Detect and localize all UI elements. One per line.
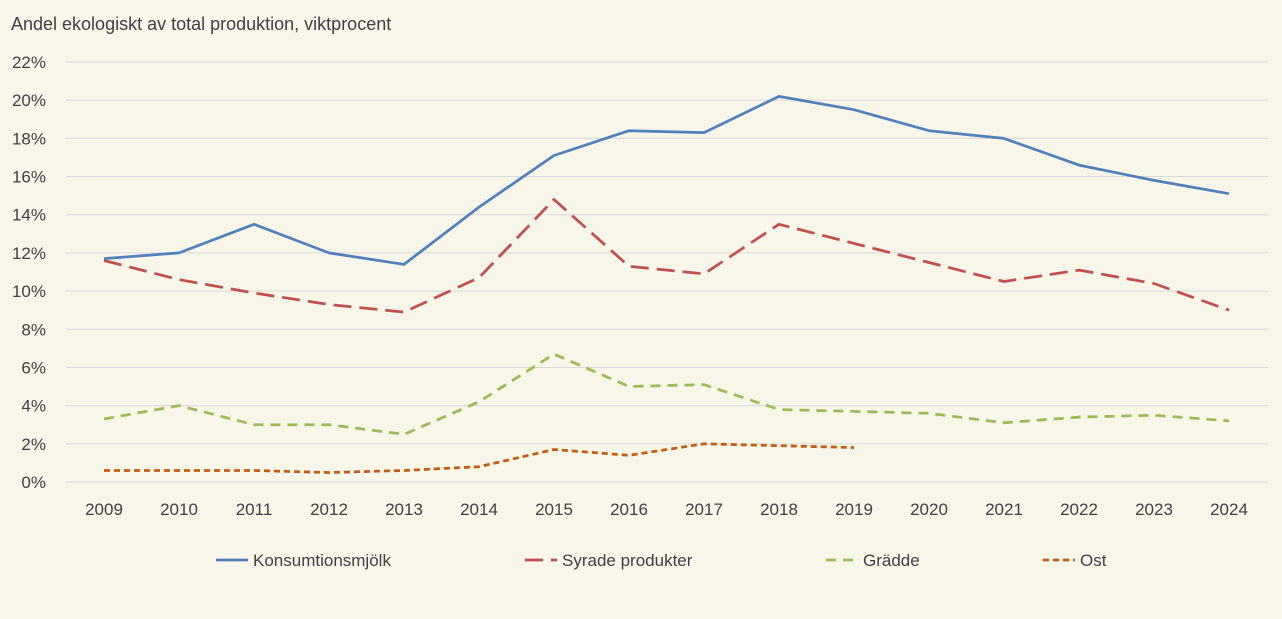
legend-label: Ost (1080, 551, 1107, 570)
y-tick-label: 10% (12, 282, 46, 301)
series-line-syrade-produkter (103, 198, 1230, 314)
series-line-konsumtionsmj-lk (103, 95, 1230, 266)
series-line-ost (104, 442, 855, 474)
y-tick-label: 12% (12, 244, 46, 263)
x-tick-label: 2024 (1210, 500, 1248, 519)
y-tick-label: 6% (21, 358, 46, 377)
legend-label: Konsumtionsmjölk (253, 551, 391, 570)
gridlines (66, 61, 1268, 483)
x-tick-label: 2017 (685, 500, 723, 519)
chart-title: Andel ekologiskt av total produktion, vi… (11, 14, 392, 34)
y-tick-label: 8% (21, 320, 46, 339)
y-tick-label: 2% (21, 435, 46, 454)
x-tick-label: 2013 (385, 500, 423, 519)
series-line-gr-dde (103, 352, 1230, 436)
y-tick-label: 22% (12, 53, 46, 72)
x-tick-label: 2011 (236, 500, 273, 519)
y-tick-label: 0% (21, 473, 46, 492)
x-tick-label: 2019 (835, 500, 873, 519)
x-tick-label: 2020 (910, 500, 948, 519)
legend-label: Syrade produkter (562, 551, 693, 570)
y-tick-label: 4% (21, 397, 46, 416)
y-axis-ticks: 0% 2% 4% 6% 8% 10% 12% 14% 16% 18% 20% 22% (12, 53, 46, 492)
x-tick-label: 2021 (985, 500, 1023, 519)
x-tick-label: 2016 (610, 500, 648, 519)
series-lines (103, 95, 1230, 474)
x-tick-label: 2022 (1060, 500, 1098, 519)
x-tick-label: 2015 (535, 500, 573, 519)
y-tick-label: 18% (12, 129, 46, 148)
y-tick-label: 16% (12, 168, 46, 187)
x-tick-label: 2012 (310, 500, 348, 519)
x-tick-label: 2009 (85, 500, 123, 519)
legend: Konsumtionsmjölk Syrade produkter Grädde Os… (216, 551, 1107, 570)
y-tick-label: 14% (12, 206, 46, 225)
legend-label: Grädde (863, 551, 920, 570)
x-axis-ticks: 2009 2010 2011 2012 2013 2014 2015 2016 2017 2018… (85, 500, 1248, 519)
x-tick-label: 2010 (160, 500, 198, 519)
x-tick-label: 2018 (760, 500, 798, 519)
y-tick-label: 20% (12, 91, 46, 110)
x-tick-label: 2023 (1135, 500, 1173, 519)
x-tick-label: 2014 (460, 500, 498, 519)
